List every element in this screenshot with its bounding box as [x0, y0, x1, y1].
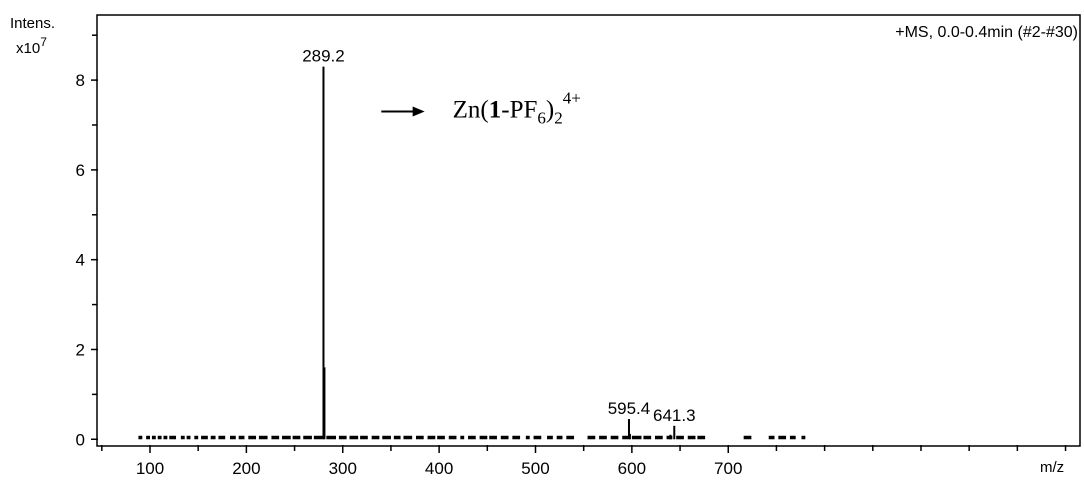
- ion-annotation: Zn(1-PF6)24+: [381, 89, 581, 128]
- x-tick-label: 300: [329, 459, 357, 478]
- noise-segment: [468, 435, 476, 440]
- noise-segment: [201, 435, 208, 440]
- noise-segment: [599, 435, 607, 440]
- y-scale-label: x107: [16, 35, 47, 57]
- noise-segment: [533, 435, 542, 440]
- noise-segment: [556, 435, 563, 440]
- noise-segment: [292, 435, 301, 440]
- noise-segment: [349, 435, 359, 440]
- baseline-noise: [138, 435, 806, 440]
- plot-frame: [96, 14, 1081, 447]
- noise-segment: [676, 435, 684, 440]
- axis-ticks: 0 2 4 6 8 100 200 300 400 500 600 700: [76, 34, 1067, 478]
- noise-segment: [631, 435, 642, 440]
- noise-segment: [271, 435, 280, 440]
- noise-segment: [151, 435, 156, 440]
- noise-segment: [403, 435, 413, 440]
- noise-segment: [415, 435, 424, 440]
- x-tick-label: 100: [136, 459, 164, 478]
- y-scale-exponent: 7: [40, 35, 47, 49]
- peak-label: 641.3: [653, 406, 696, 425]
- noise-segment: [138, 435, 143, 440]
- x-tick-label: 400: [425, 459, 453, 478]
- formula-superscript: 4+: [563, 89, 581, 108]
- axes: [96, 14, 1081, 447]
- noise-segment: [512, 435, 521, 440]
- noise-segment: [489, 435, 497, 440]
- noise-segment: [789, 435, 796, 440]
- annotation-formula: Zn(1-PF6)24+: [453, 89, 581, 128]
- noise-segment: [360, 435, 368, 440]
- noise-segment: [303, 435, 312, 440]
- noise-segment: [643, 435, 652, 440]
- noise-segment: [157, 435, 162, 440]
- y-axis-title: Intens.: [10, 15, 55, 32]
- formula-subscript-a: 6: [537, 109, 546, 128]
- noise-segment: [146, 435, 151, 440]
- noise-segment: [382, 435, 391, 440]
- noise-segment: [194, 435, 199, 440]
- y-tick-label: 0: [76, 430, 85, 449]
- formula-middle: -PF: [501, 97, 537, 124]
- noise-segment: [547, 435, 553, 440]
- peak-label: 595.4: [608, 399, 651, 418]
- noise-segment: [338, 435, 347, 440]
- noise-segment: [427, 435, 436, 440]
- noise-segment: [313, 435, 323, 440]
- x-tick-label: 700: [714, 459, 742, 478]
- noise-segment: [768, 435, 775, 440]
- noise-segment: [229, 435, 236, 440]
- noise-segment: [801, 435, 806, 440]
- noise-segment: [587, 435, 596, 440]
- annotation-arrow-head: [412, 106, 425, 117]
- noise-segment: [258, 435, 268, 440]
- formula-bold: 1: [489, 97, 502, 124]
- peak-label: 289.2: [302, 47, 345, 66]
- noise-segment: [238, 435, 245, 440]
- noise-segment: [460, 435, 465, 440]
- noise-segment: [778, 435, 787, 440]
- noise-segment: [610, 435, 619, 440]
- peak-bars: 289.2 595.4 641.3: [302, 47, 696, 440]
- noise-segment: [180, 435, 185, 440]
- noise-segment: [622, 435, 629, 440]
- noise-segment: [248, 435, 257, 440]
- formula-prefix: Zn(: [453, 97, 489, 124]
- noise-segment: [479, 435, 488, 440]
- noise-segment: [163, 435, 168, 440]
- noise-segment: [687, 435, 696, 440]
- x-tick-label: 200: [232, 459, 260, 478]
- header-title: +MS, 0.0-0.4min (#2-#30): [895, 24, 1078, 41]
- x-axis-title: m/z: [1040, 459, 1064, 476]
- y-scale-base: x10: [16, 40, 40, 57]
- noise-segment: [218, 435, 226, 440]
- noise-segment: [448, 435, 457, 440]
- x-tick-label: 500: [521, 459, 549, 478]
- noise-segment: [169, 435, 177, 440]
- noise-segment: [654, 435, 663, 440]
- noise-segment: [566, 435, 575, 440]
- formula-close: ): [546, 97, 554, 124]
- noise-segment: [525, 435, 530, 440]
- y-tick-label: 2: [76, 340, 85, 359]
- y-tick-label: 8: [76, 71, 85, 90]
- noise-segment: [697, 435, 706, 440]
- formula-subscript-b: 2: [554, 109, 563, 128]
- noise-segment: [437, 435, 445, 440]
- noise-segment: [210, 435, 216, 440]
- noise-segment: [282, 435, 291, 440]
- noise-segment: [186, 435, 191, 440]
- y-tick-label: 6: [76, 161, 85, 180]
- noise-segment: [326, 435, 337, 440]
- noise-segment: [371, 435, 380, 440]
- noise-segment: [500, 435, 509, 440]
- x-tick-label: 600: [618, 459, 646, 478]
- noise-segment: [393, 435, 401, 440]
- noise-segment: [743, 435, 752, 440]
- y-tick-label: 4: [76, 251, 85, 270]
